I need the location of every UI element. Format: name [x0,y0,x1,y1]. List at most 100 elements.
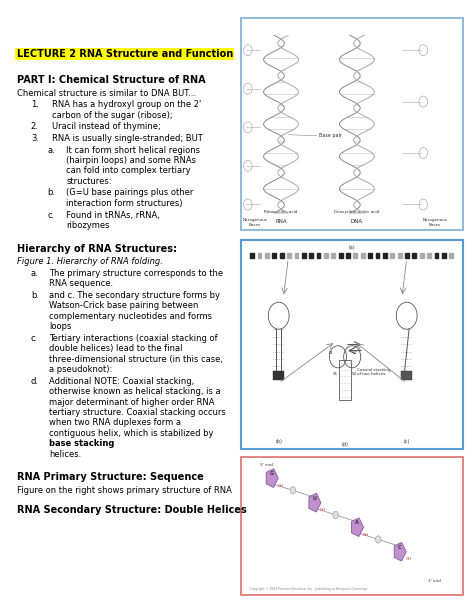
FancyBboxPatch shape [241,240,463,449]
Text: S1: S1 [333,372,338,376]
Bar [391,253,394,258]
Text: G: G [270,471,273,476]
Text: OH: OH [363,533,369,537]
Text: Ribonucleic acid: Ribonucleic acid [264,210,298,214]
Text: Copyright © 2004 Pearson Education, Inc., publishing as Benjamin Cummings: Copyright © 2004 Pearson Education, Inc.… [250,587,368,591]
Text: b.: b. [47,188,55,197]
Bar [265,253,269,258]
Bar [294,253,298,258]
Bar [420,253,424,258]
Text: RNA Secondary Structure: Double Helices: RNA Secondary Structure: Double Helices [17,505,246,515]
Text: contiguous helix, which is stabilized by: contiguous helix, which is stabilized by [49,429,213,438]
Text: OH: OH [405,557,411,562]
Text: c.: c. [47,210,55,219]
Text: Uracil instead of thymine;: Uracil instead of thymine; [52,122,161,131]
Bar [346,253,350,258]
Text: Nitrogenous
Bases: Nitrogenous Bases [423,218,447,227]
Text: OH: OH [320,508,326,512]
Text: 2.: 2. [31,122,39,131]
Text: (G=U base pairings plus other
interaction form structures): (G=U base pairings plus other interactio… [66,188,194,208]
Bar [250,253,254,258]
Text: tertiary structure. Coaxial stacking occurs: tertiary structure. Coaxial stacking occ… [49,408,226,417]
Text: Coaxial stacking
of two helices: Coaxial stacking of two helices [357,368,391,376]
Text: Nitrogenous
Bases: Nitrogenous Bases [243,218,267,227]
Bar [273,253,276,258]
FancyBboxPatch shape [241,457,463,595]
Text: a.: a. [31,269,38,278]
Text: a.: a. [47,145,55,154]
Bar [280,253,283,258]
Text: (a): (a) [348,245,355,251]
Bar [258,253,262,258]
Bar [442,253,446,258]
Text: U: U [312,495,316,501]
Text: Tertiary interactions (coaxial stacking of
double helices) lead to the final
thr: Tertiary interactions (coaxial stacking … [49,334,223,374]
Text: Deoxyribonucleic acid: Deoxyribonucleic acid [334,210,380,214]
Circle shape [333,511,338,519]
Text: 3' end: 3' end [428,579,441,584]
Text: C: C [398,544,401,550]
Bar [449,253,453,258]
Text: PART I: Chemical Structure of RNA: PART I: Chemical Structure of RNA [17,75,205,85]
Bar [324,253,328,258]
Text: major determinant of higher order RNA: major determinant of higher order RNA [49,398,214,406]
Polygon shape [309,493,321,512]
Text: (b): (b) [275,438,282,444]
Text: S2: S2 [352,372,357,376]
Bar [273,371,284,380]
Bar [354,253,357,258]
Text: Chemical structure is similar to DNA BUT...: Chemical structure is similar to DNA BUT… [17,89,196,97]
Bar [339,253,343,258]
Bar [427,253,431,258]
Text: RNA: RNA [275,218,287,224]
Text: RNA Primary Structure: Sequence: RNA Primary Structure: Sequence [17,473,203,482]
Text: otherwise known as helical stacking, is a: otherwise known as helical stacking, is … [49,387,220,396]
Text: DNA: DNA [351,218,363,224]
Circle shape [290,487,296,494]
Text: 1.: 1. [31,101,39,109]
Text: RNA has a hydroxyl group on the 2'
carbon of the sugar (ribose);: RNA has a hydroxyl group on the 2' carbo… [52,101,201,120]
Text: d.: d. [31,377,39,386]
Bar [435,253,438,258]
Polygon shape [352,518,364,536]
FancyBboxPatch shape [241,18,463,230]
Text: Hierarchy of RNA Structures:: Hierarchy of RNA Structures: [17,243,177,254]
Text: 3.: 3. [31,134,39,143]
Bar [405,253,409,258]
Circle shape [375,536,381,543]
Text: Additional NOTE: Coaxial stacking,: Additional NOTE: Coaxial stacking, [49,377,194,386]
Text: 5' end: 5' end [260,463,273,467]
Text: Found in tRNAs, rRNA,
ribozymes: Found in tRNAs, rRNA, ribozymes [66,210,160,230]
Text: when two RNA duplexes form a: when two RNA duplexes form a [49,419,181,427]
Polygon shape [266,469,278,487]
Text: Base pair: Base pair [319,133,342,138]
Text: and c. The secondary structure forms by
Watson-Crick base pairing between
comple: and c. The secondary structure forms by … [49,291,220,331]
Text: It can form short helical regions
(hairpin loops) and some RNAs
can fold into co: It can form short helical regions (hairp… [66,145,201,186]
Bar [401,371,412,380]
Text: The primary structure corresponds to the
RNA sequence.: The primary structure corresponds to the… [49,269,223,288]
Text: base stacking: base stacking [49,440,114,448]
Text: L1: L1 [328,351,333,355]
Bar [302,253,306,258]
Text: helices.: helices. [49,450,81,459]
Text: Figure on the right shows primary structure of RNA: Figure on the right shows primary struct… [17,486,231,495]
Polygon shape [394,543,406,561]
Text: (d): (d) [342,441,348,447]
Bar [361,253,365,258]
Text: c.: c. [31,334,38,343]
Bar [375,253,379,258]
Text: b.: b. [31,291,39,300]
Text: RNA is usually single-stranded; BUT: RNA is usually single-stranded; BUT [52,134,203,143]
Bar [368,253,372,258]
Bar [383,253,387,258]
Bar [317,253,320,258]
Text: OH: OH [277,484,283,488]
Text: LECTURE 2 RNA Structure and Function: LECTURE 2 RNA Structure and Function [17,49,233,59]
Text: L2: L2 [352,351,357,355]
Bar [287,253,291,258]
Text: A: A [355,520,359,525]
Bar [339,360,351,400]
Text: (c): (c) [403,438,410,444]
Bar [309,253,313,258]
Bar [398,253,401,258]
